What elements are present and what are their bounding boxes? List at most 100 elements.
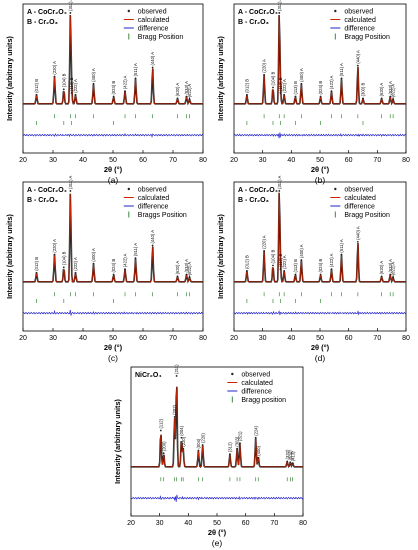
- peak-label: (112): [158, 418, 163, 428]
- peak-point: [380, 97, 383, 100]
- peak-point: [319, 273, 322, 276]
- y-axis-label: Intensity (arbitrary units): [5, 36, 14, 121]
- phase-label: A - CoCr₂O₄: [238, 187, 278, 194]
- legend-label: difference: [344, 26, 375, 33]
- peak-point: [263, 250, 265, 252]
- peak-point: [257, 456, 260, 459]
- legend-label: observed: [344, 187, 373, 194]
- calculated-series: [23, 193, 203, 283]
- peak-label: (200): [161, 441, 166, 451]
- x-axis-label: 2θ (°): [208, 528, 227, 537]
- calculated-series: [234, 14, 406, 105]
- x-tick-label: 20: [127, 520, 135, 527]
- peak-label: (220) A: [262, 235, 267, 249]
- legend-label: observed: [138, 187, 167, 194]
- x-tick-label: 40: [79, 335, 87, 342]
- x-tick-label: 60: [139, 157, 147, 164]
- legend-label: difference: [138, 204, 169, 211]
- peak-label: (440) A: [150, 52, 155, 66]
- peak-label: (220) A: [52, 61, 57, 75]
- y-axis-label: Intensity (arbitrary units): [216, 214, 225, 299]
- legend-label: observed: [138, 9, 167, 16]
- peak-point: [185, 95, 188, 98]
- phase-label: A - CoCr₂O₄: [27, 187, 67, 194]
- peak-point: [356, 240, 359, 243]
- legend-label: Bragg position: [241, 397, 286, 404]
- panel-4: Intensity (arbitrary units) 20 30 40 50 60 70 8…: [113, 364, 307, 548]
- legend-swatch: [231, 372, 234, 376]
- peak-point: [291, 462, 294, 465]
- difference-series: [22, 132, 204, 138]
- peak-label: (104) B: [271, 72, 276, 86]
- legend-swatch: [334, 187, 337, 191]
- x-tick-label: 50: [316, 157, 324, 164]
- peak-point: [340, 77, 343, 80]
- legend-swatch: [127, 187, 130, 191]
- peak-point: [272, 264, 274, 267]
- peak-label: (104) B: [61, 73, 66, 87]
- peak-point: [151, 244, 154, 247]
- peak-label: (222) A: [73, 257, 78, 271]
- peak-point: [74, 93, 77, 96]
- peak-point: [53, 75, 56, 78]
- x-tick-label: 60: [139, 335, 147, 342]
- x-tick-label: 20: [230, 335, 238, 342]
- peak-point: [62, 266, 65, 269]
- peak-point: [134, 257, 137, 260]
- x-tick-label: 60: [242, 520, 250, 527]
- peak-point: [272, 86, 274, 89]
- peak-point: [151, 66, 154, 69]
- peak-point: [188, 98, 191, 101]
- peak-label: (311) A: [68, 0, 73, 11]
- peak-point: [35, 271, 38, 274]
- peak-label: (321): [238, 431, 243, 441]
- peak-label: (404): [288, 450, 293, 460]
- x-tick-label: 40: [287, 335, 295, 342]
- legend-label: difference: [344, 204, 375, 211]
- peak-point: [180, 436, 183, 439]
- x-tick-label: 60: [345, 335, 353, 342]
- x-tick-label: 30: [259, 335, 267, 342]
- peak-point: [188, 276, 191, 279]
- x-tick-label: 30: [259, 157, 267, 164]
- x-axis-label: 2θ (°): [311, 165, 330, 174]
- peak-point: [389, 273, 392, 276]
- peak-label: (311) A: [68, 176, 73, 189]
- peak-label: (422) A: [123, 75, 128, 89]
- peak-label: (300) B: [361, 82, 366, 96]
- peak-label: (511) A: [133, 243, 138, 256]
- difference-series: [130, 494, 304, 502]
- peak-point: [319, 95, 322, 98]
- x-tick-label: 80: [402, 157, 410, 164]
- peak-label: (004): [179, 425, 184, 435]
- phase-label: NiCr₂O₄: [135, 372, 162, 379]
- calculated-series: [131, 386, 303, 468]
- x-axis-label: 2θ (°): [311, 343, 330, 352]
- x-tick-label: 70: [270, 520, 278, 527]
- peak-point: [356, 64, 359, 67]
- peak-label: (533) A: [184, 259, 189, 273]
- peak-label: (211): [174, 364, 179, 374]
- peak-point: [74, 271, 77, 274]
- peak-point: [294, 95, 297, 98]
- peak-point: [300, 259, 303, 261]
- peak-label: (220): [181, 436, 186, 446]
- x-tick-label: 50: [109, 335, 117, 342]
- peak-label: (511) A: [339, 239, 344, 252]
- x-tick-label: 50: [316, 335, 324, 342]
- peak-point: [112, 95, 115, 98]
- peak-point: [392, 98, 394, 101]
- x-tick-label: 40: [79, 157, 87, 164]
- legend-label: Bragg Position: [138, 34, 184, 41]
- x-axis-label: 2θ (°): [104, 165, 123, 174]
- phase-label: B - Cr₂O₃: [238, 19, 269, 26]
- peak-label: (440) A: [355, 50, 360, 64]
- peak-point: [278, 190, 281, 192]
- y-axis-label: Intensity (arbitrary units): [113, 399, 122, 484]
- peak-label: (422) A: [329, 75, 334, 89]
- x-tick-label: 40: [287, 157, 295, 164]
- peak-point: [176, 97, 179, 100]
- peak-label: (024) B: [318, 259, 323, 273]
- x-tick-label: 60: [345, 157, 353, 164]
